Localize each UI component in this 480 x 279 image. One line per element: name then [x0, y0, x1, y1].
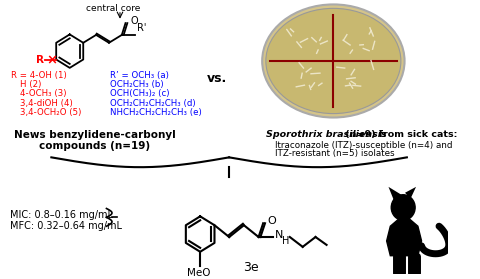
Text: News benzylidene-carbonyl: News benzylidene-carbonyl [13, 130, 175, 140]
Polygon shape [387, 218, 421, 256]
Circle shape [391, 195, 415, 220]
Text: R: R [36, 54, 44, 64]
Text: Itraconazole (ITZ)-susceptible (n=4) and: Itraconazole (ITZ)-susceptible (n=4) and [276, 141, 453, 150]
Text: 3,4-OCH₂O (5): 3,4-OCH₂O (5) [20, 108, 82, 117]
Text: O: O [268, 216, 276, 226]
Text: NHCH₂CH₂CH₂CH₃ (e): NHCH₂CH₂CH₂CH₃ (e) [110, 108, 202, 117]
Text: MeO: MeO [187, 268, 210, 278]
Text: R': R' [136, 23, 146, 33]
Text: MIC: 0.8–0.16 mg/mL: MIC: 0.8–0.16 mg/mL [10, 210, 113, 220]
Text: MFC: 0.32–0.64 mg/mL: MFC: 0.32–0.64 mg/mL [10, 221, 122, 231]
Text: O: O [130, 16, 138, 26]
Text: 3,4-diOH (4): 3,4-diOH (4) [20, 99, 73, 108]
Text: H (2): H (2) [20, 80, 41, 89]
Text: OCH₂CH₃ (b): OCH₂CH₃ (b) [110, 80, 164, 89]
Ellipse shape [262, 4, 405, 117]
Text: R = 4-OH (1): R = 4-OH (1) [11, 71, 67, 80]
Text: H: H [282, 236, 289, 246]
Text: 4-OCH₃ (3): 4-OCH₃ (3) [20, 90, 67, 98]
Text: OCH(CH₃)₂ (c): OCH(CH₃)₂ (c) [110, 90, 169, 98]
Text: OCH₂CH₂CH₂CH₃ (d): OCH₂CH₂CH₂CH₃ (d) [110, 99, 196, 108]
Text: compounds (n=19): compounds (n=19) [39, 141, 150, 151]
Polygon shape [388, 187, 401, 201]
Text: (n=9) from sick cats:: (n=9) from sick cats: [342, 130, 457, 139]
Ellipse shape [266, 8, 401, 114]
Text: N: N [275, 230, 284, 240]
Text: vs.: vs. [206, 72, 227, 85]
Text: Sporothrix brasiliensis: Sporothrix brasiliensis [266, 130, 387, 139]
Text: central core: central core [86, 4, 140, 13]
Text: ITZ-resistant (n=5) isolates: ITZ-resistant (n=5) isolates [276, 150, 395, 158]
Text: 3e: 3e [243, 261, 259, 274]
Text: R’ = OCH₃ (a): R’ = OCH₃ (a) [110, 71, 169, 80]
Polygon shape [405, 187, 416, 199]
